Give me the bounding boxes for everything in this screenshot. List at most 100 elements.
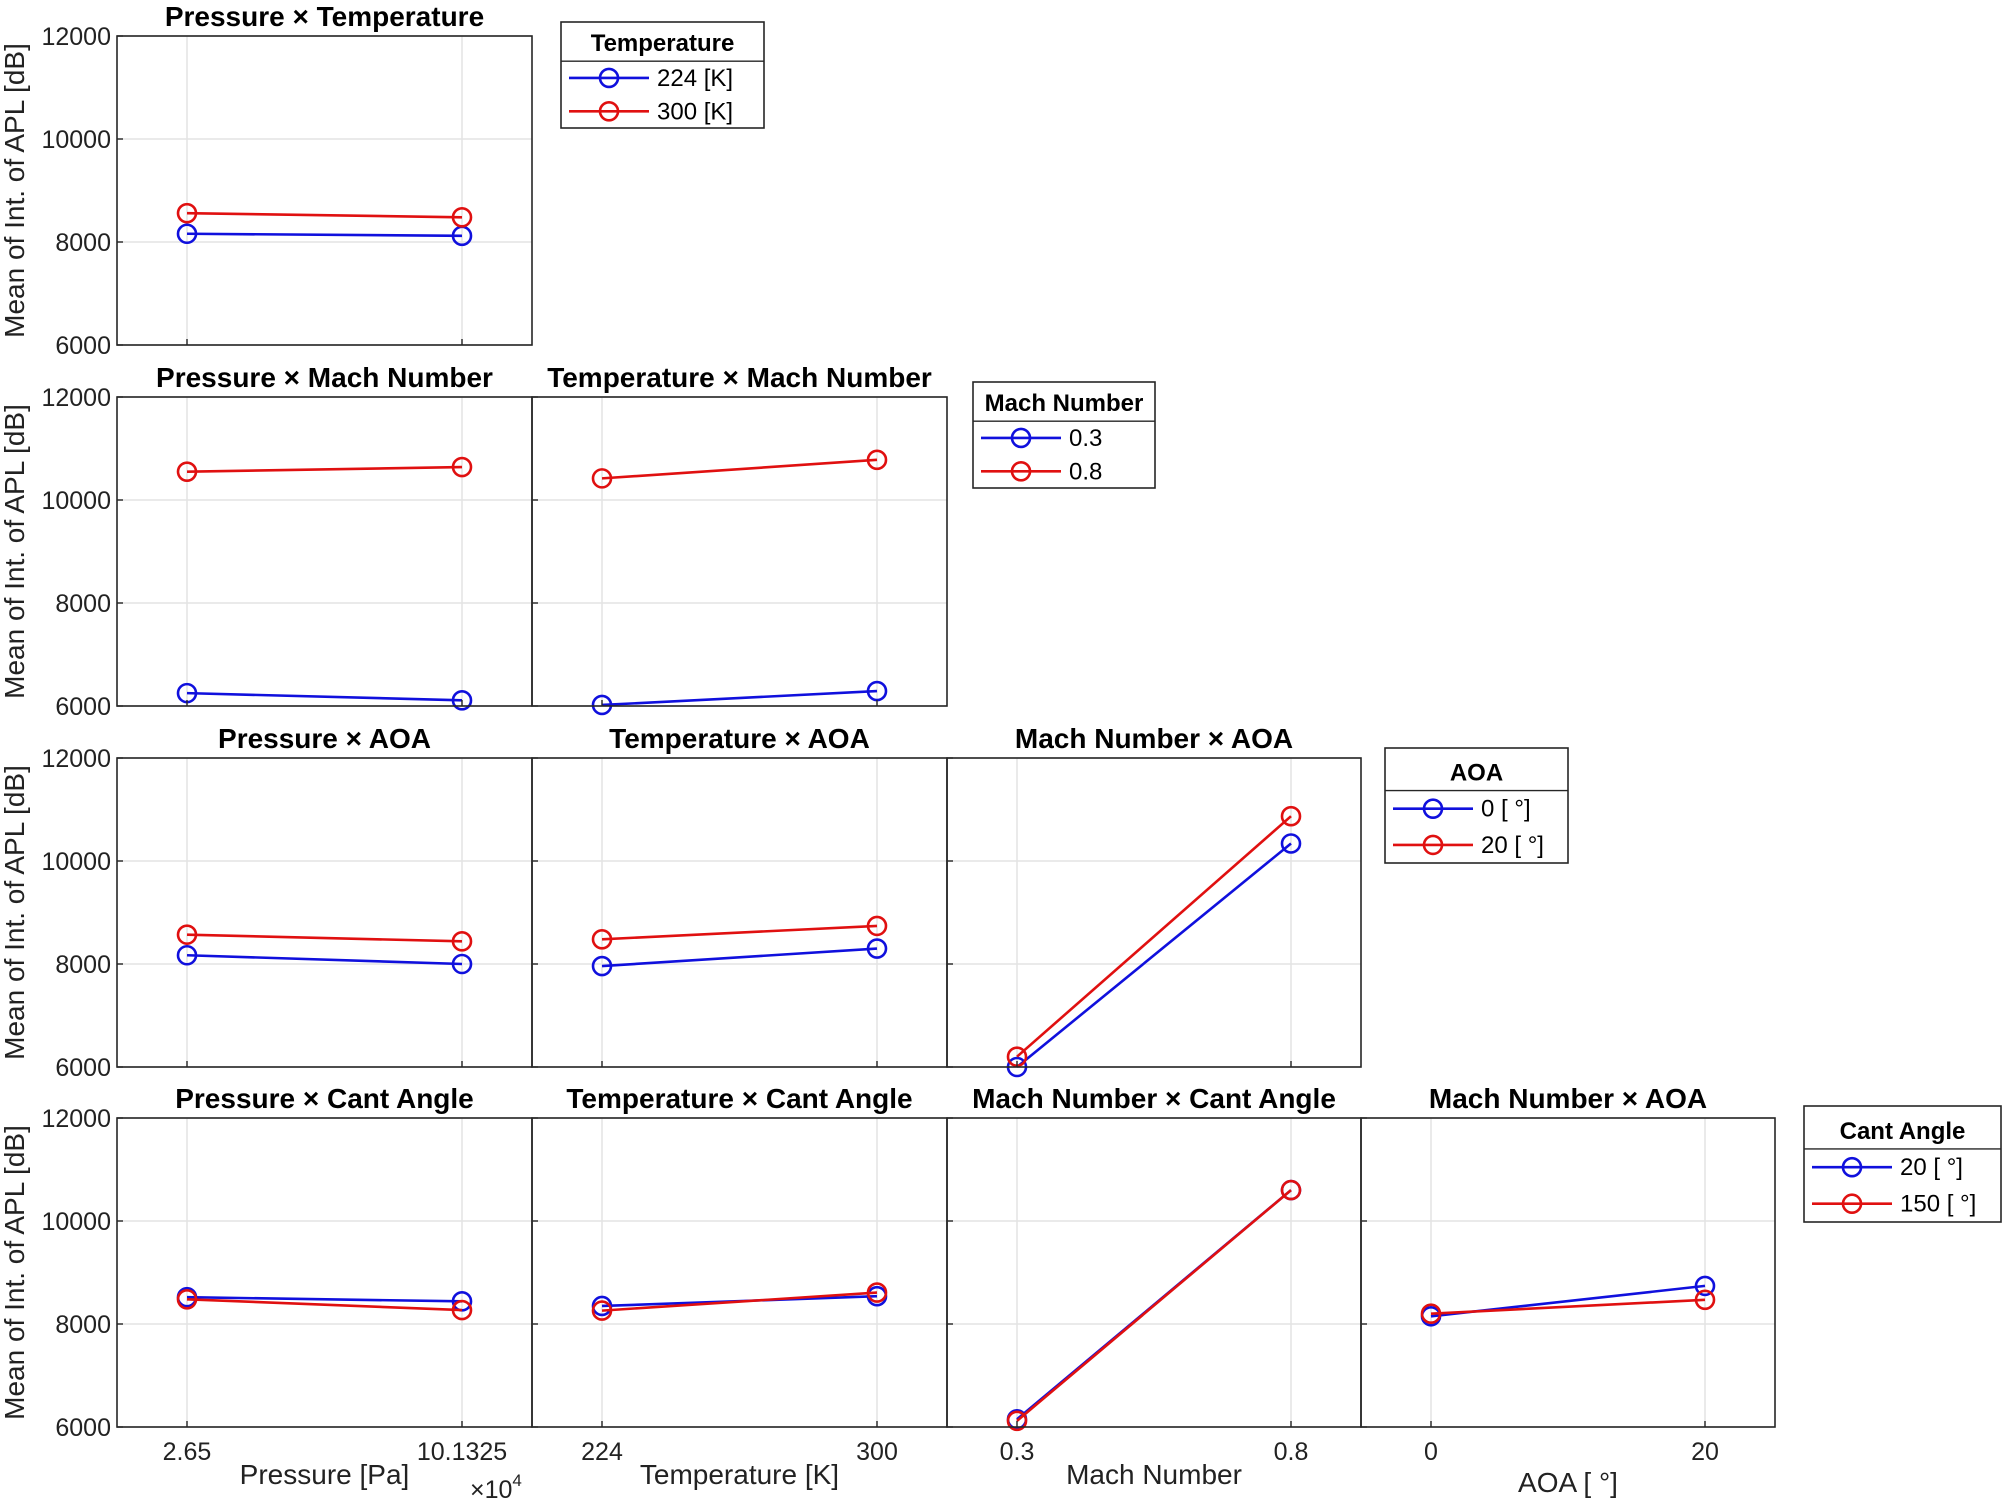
- x-tick-label: 2.65: [163, 1438, 212, 1466]
- legend-entry: 0 [ °]: [1481, 796, 1531, 823]
- panel-title: Pressure × Mach Number: [156, 362, 493, 393]
- series-line: [186, 1295, 463, 1303]
- axes-box: [1360, 1117, 1776, 1428]
- y-tick-label: 10000: [41, 848, 111, 876]
- panel-title: Temperature × Mach Number: [547, 362, 932, 393]
- legend-marker: [1010, 461, 1032, 482]
- data-point: [591, 468, 613, 489]
- legend-1: Mach Number 0.3 0.8: [972, 381, 1156, 489]
- series-line: [186, 1297, 463, 1312]
- axes-box: [116, 1117, 533, 1428]
- axes-box: [116, 757, 533, 1068]
- legend-marker: [1841, 1156, 1863, 1178]
- data-point: [176, 202, 198, 224]
- y-tick-label: 6000: [55, 332, 111, 360]
- axes-box: [531, 757, 948, 1068]
- y-tick-label: 12000: [41, 23, 111, 51]
- panel-7: Temperature × Cant Angle: [531, 1083, 948, 1428]
- legend-entry: 20 [ °]: [1481, 832, 1544, 859]
- y-tick-label: 12000: [41, 1105, 111, 1133]
- y-tick-label: 10000: [41, 487, 111, 515]
- data-point: [1420, 1303, 1442, 1324]
- y-tick-label: 8000: [55, 951, 111, 979]
- y-tick-label: 6000: [55, 693, 111, 721]
- y-tick-label: 12000: [41, 384, 111, 412]
- x-tick-label: 300: [856, 1438, 898, 1466]
- legend-marker: [1841, 1193, 1863, 1215]
- legend-title: Mach Number: [985, 390, 1144, 417]
- panel-title: Pressure × Temperature: [165, 1, 484, 32]
- x-tick-label: 0.3: [1000, 1438, 1035, 1466]
- series-line: [186, 933, 463, 943]
- x-exponent-base: ×10: [470, 1476, 512, 1504]
- data-point: [1694, 1275, 1716, 1297]
- x-tick-label: 224: [581, 1438, 623, 1466]
- y-tick-label: 10000: [41, 126, 111, 154]
- data-point: [176, 1288, 198, 1310]
- panel-5: Mach Number × AOA: [946, 723, 1362, 1078]
- legend-2: AOA 0 [ °] 20 [ °]: [1384, 747, 1569, 864]
- data-point: [451, 1299, 473, 1321]
- legend-entry: 224 [K]: [657, 65, 733, 92]
- series-line: [186, 465, 463, 473]
- panel-title: Pressure × AOA: [218, 723, 431, 754]
- data-point: [591, 955, 613, 977]
- axes-box: [531, 396, 948, 707]
- x-tick-label: 10.1325: [417, 1438, 507, 1466]
- legend-title: Temperature: [591, 30, 735, 57]
- data-point: [591, 694, 613, 716]
- axes-box: [946, 757, 1362, 1068]
- data-point: [451, 206, 473, 228]
- data-point: [1006, 1410, 1028, 1432]
- y-tick-label: 8000: [55, 590, 111, 618]
- data-point: [1280, 833, 1302, 854]
- legend-marker: [598, 101, 620, 122]
- data-point: [176, 461, 198, 482]
- data-point: [1280, 805, 1302, 827]
- y-tick-label: 12000: [41, 745, 111, 773]
- x-axis-label: Mach Number: [1066, 1459, 1242, 1490]
- legend-title: Cant Angle: [1840, 1118, 1966, 1145]
- data-point: [451, 690, 473, 711]
- panel-title: Mach Number × AOA: [1429, 1083, 1707, 1114]
- panel-title: Mach Number × Cant Angle: [972, 1083, 1336, 1114]
- x-exponent-label: ×104: [470, 1471, 522, 1504]
- panel-2: Temperature × Mach Number: [531, 362, 948, 716]
- panel-title: Temperature × Cant Angle: [566, 1083, 912, 1114]
- axes-box: [531, 1117, 948, 1428]
- panel-8: Mach Number × Cant Angle: [946, 1083, 1362, 1432]
- y-axis-label: Mean of Int. of APL [dB]: [0, 43, 30, 338]
- legend-3: Cant Angle 20 [ °] 150 [ °]: [1803, 1105, 2002, 1223]
- series-line: [601, 947, 878, 968]
- series-line: [1430, 1298, 1706, 1315]
- data-point: [176, 924, 198, 945]
- data-point: [451, 953, 473, 975]
- legend-title: AOA: [1450, 760, 1503, 787]
- axes-box: [116, 35, 533, 346]
- data-point: [591, 928, 613, 950]
- data-point: [591, 1300, 613, 1321]
- panel-title: Temperature × AOA: [609, 723, 870, 754]
- series-line: [601, 924, 878, 941]
- y-tick-label: 6000: [55, 1054, 111, 1082]
- series-line: [601, 689, 878, 707]
- series-line: [1016, 1189, 1292, 1422]
- data-point: [176, 944, 198, 966]
- legend-entry: 300 [K]: [657, 98, 733, 125]
- series-line: [186, 211, 463, 219]
- axes-box: [946, 1117, 1362, 1428]
- data-point: [451, 931, 473, 952]
- legend-entry: 0.3: [1069, 425, 1102, 452]
- x-axis-label: Pressure [Pa]: [240, 1459, 410, 1490]
- panel-title: Mach Number × AOA: [1015, 723, 1293, 754]
- x-exponent-power: 4: [512, 1471, 521, 1490]
- data-point: [866, 938, 888, 959]
- data-point: [451, 1291, 473, 1312]
- y-tick-label: 6000: [55, 1414, 111, 1442]
- panel-title: Pressure × Cant Angle: [175, 1083, 474, 1114]
- data-point: [176, 223, 198, 245]
- legend-marker: [1422, 798, 1444, 819]
- series-line: [601, 458, 878, 480]
- panel-0: Pressure × Temperature: [116, 1, 533, 346]
